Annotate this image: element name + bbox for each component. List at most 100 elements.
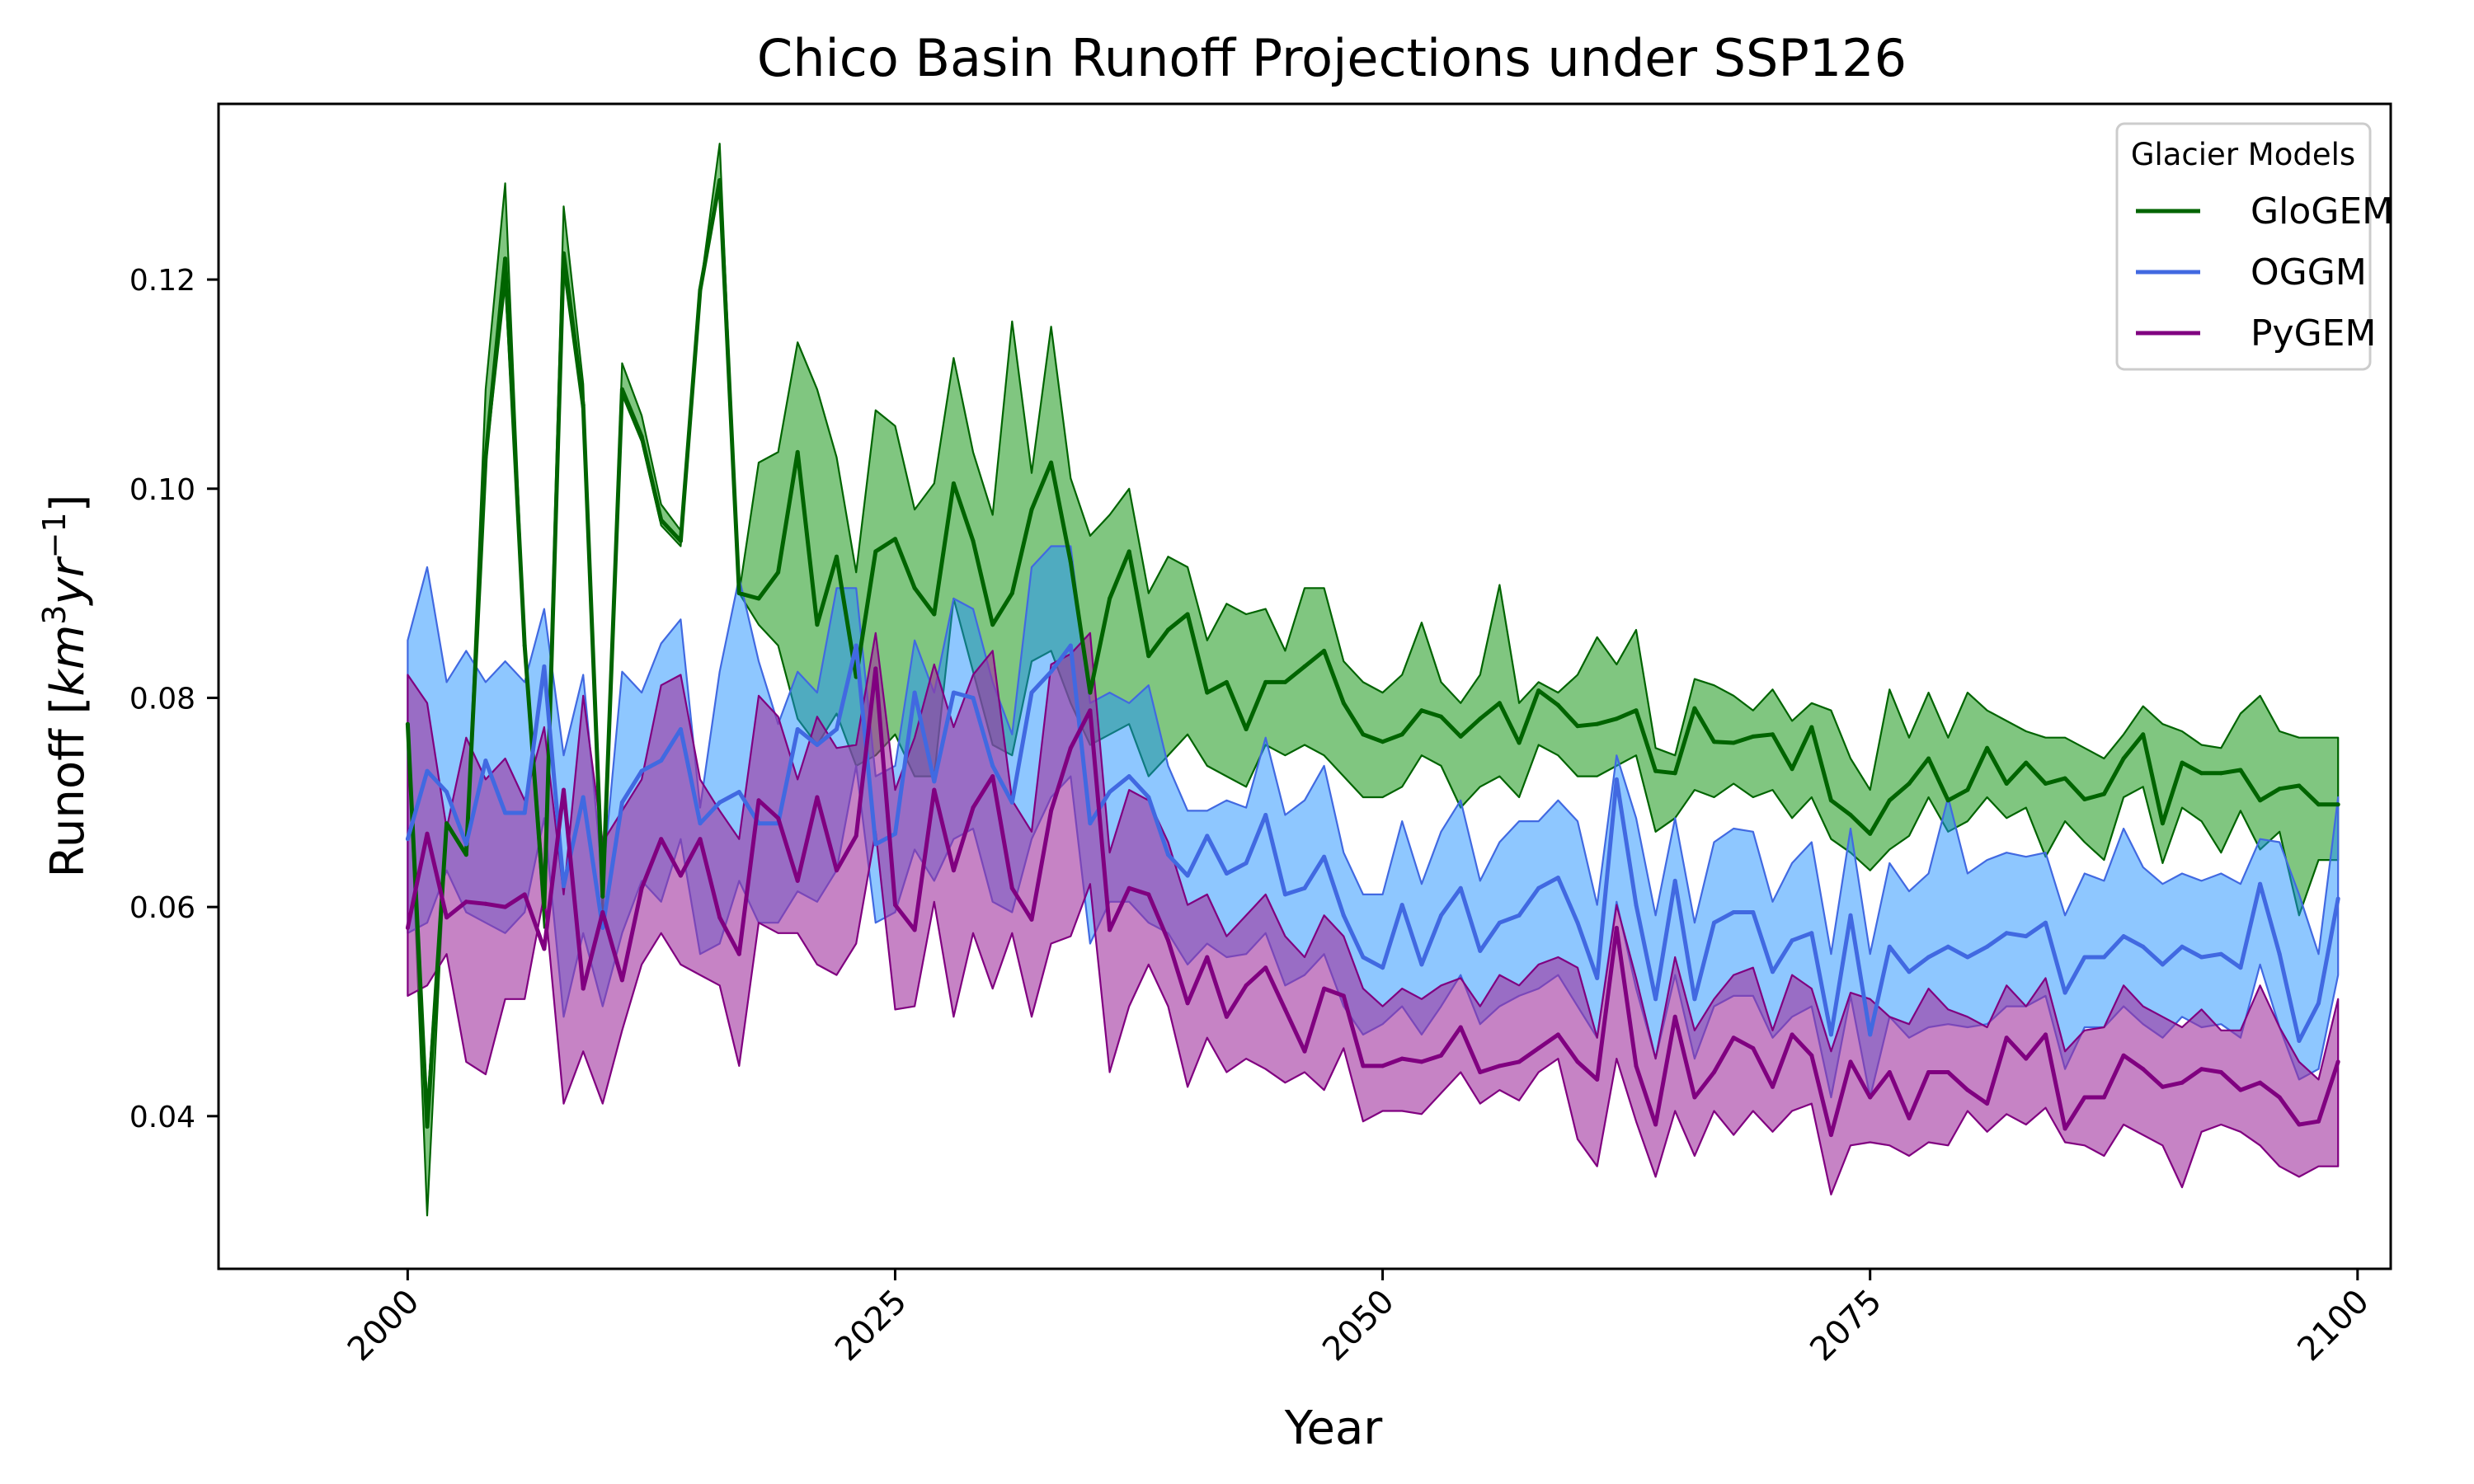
pygem-point-2043 [1244, 983, 1249, 988]
pygem-point-2075 [1868, 1095, 1873, 1100]
pygem-point-2087 [2101, 1095, 2106, 1100]
oggm-point-2034 [1068, 643, 1073, 648]
oggm-point-2029 [971, 696, 976, 700]
oggm-point-2094 [2238, 965, 2243, 970]
x-axis-label: Year [1284, 1402, 1384, 1455]
y-axis-label-km: km [41, 625, 95, 697]
glogem-point-2017 [736, 591, 741, 596]
legend-item-oggm: OGGM [2136, 251, 2367, 294]
pygem-point-2048 [1341, 993, 1346, 998]
glogem-point-2066 [1692, 706, 1697, 711]
oggm-point-2020 [795, 727, 800, 731]
pygem-point-2074 [1848, 1059, 1853, 1064]
pygem-point-2081 [1985, 1101, 1990, 1106]
glogem-point-2081 [1985, 745, 1990, 750]
glogem-point-2073 [1828, 798, 1833, 803]
legend-label-oggm: OGGM [2251, 251, 2367, 294]
glogem-point-2063 [1634, 708, 1639, 713]
y-axis-label-suffix: ] [41, 494, 95, 512]
oggm-point-2008 [562, 884, 566, 889]
glogem-point-2075 [1868, 831, 1873, 836]
oggm-point-2039 [1166, 852, 1170, 857]
oggm-point-2021 [815, 743, 820, 747]
pygem-point-2062 [1614, 926, 1619, 930]
oggm-point-2032 [1029, 690, 1034, 695]
glogem-point-2004 [483, 455, 488, 460]
oggm-point-2085 [2062, 990, 2067, 995]
pygem-point-2018 [756, 798, 761, 803]
pygem-point-2091 [2180, 1080, 2185, 1085]
oggm-point-2004 [483, 758, 488, 763]
oggm-point-2050 [1380, 965, 1385, 970]
oggm-point-2051 [1399, 903, 1404, 908]
oggm-point-2036 [1108, 790, 1112, 795]
oggm-point-2012 [639, 768, 644, 773]
pygem-point-2006 [522, 892, 527, 897]
pygem-point-2096 [2277, 1095, 2282, 1100]
glogem-point-2086 [2082, 797, 2087, 801]
pygem-point-2039 [1166, 938, 1170, 943]
oggm-point-2006 [522, 810, 527, 815]
oggm-point-2079 [1945, 944, 1950, 949]
pygem-point-2005 [503, 904, 508, 909]
pygem-point-2016 [717, 915, 722, 920]
glogem-point-2099 [2335, 802, 2340, 807]
pygem-point-2057 [1517, 1059, 1522, 1064]
pygem-point-2042 [1224, 1014, 1229, 1019]
oggm-point-2088 [2121, 934, 2126, 939]
oggm-point-2037 [1126, 774, 1131, 779]
y-tick-label: 0.10 [129, 473, 195, 507]
oggm-point-2053 [1439, 913, 1443, 918]
oggm-point-2042 [1224, 871, 1229, 876]
glogem-point-2094 [2238, 768, 2243, 773]
pygem-point-2073 [1828, 1133, 1833, 1138]
pygem-point-2003 [463, 899, 468, 904]
pygem-point-2028 [951, 868, 956, 873]
pygem-point-2061 [1595, 1077, 1600, 1082]
oggm-point-2001 [425, 768, 430, 773]
glogem-point-2050 [1380, 740, 1385, 744]
glogem-point-2046 [1302, 664, 1307, 669]
pygem-point-2019 [776, 815, 781, 820]
oggm-point-2090 [2160, 962, 2165, 967]
glogem-point-2010 [600, 894, 605, 899]
glogem-line [405, 178, 2339, 1129]
glogem-point-2072 [1809, 725, 1814, 730]
legend-label-glogem: GloGEM [2251, 190, 2393, 232]
glogem-point-2016 [717, 178, 722, 183]
pygem-point-2037 [1126, 885, 1131, 890]
oggm-point-2089 [2141, 944, 2146, 949]
glogem-point-2091 [2180, 760, 2185, 765]
glogem-point-2089 [2141, 732, 2146, 737]
pygem-point-2088 [2121, 1053, 2126, 1058]
pygem-point-2089 [2141, 1067, 2146, 1072]
glogem-point-2054 [1458, 734, 1463, 739]
glogem-point-2084 [2044, 782, 2048, 786]
pygem-point-2055 [1478, 1070, 1483, 1074]
glogem-point-2087 [2101, 791, 2106, 796]
y-axis-label-exp1: 3 [36, 605, 73, 625]
pygem-point-2092 [2199, 1067, 2204, 1072]
oggm-point-2065 [1672, 878, 1677, 883]
glogem-point-2058 [1536, 688, 1541, 693]
oggm-point-2093 [2218, 951, 2223, 956]
legend-item-pygem: PyGEM [2136, 312, 2376, 355]
oggm-point-2052 [1419, 962, 1424, 967]
oggm-point-2016 [717, 800, 722, 805]
oggm-point-2066 [1692, 997, 1697, 1002]
glogem-point-2015 [698, 288, 703, 293]
pygem-point-2007 [542, 946, 547, 951]
oggm-point-2068 [1731, 910, 1736, 914]
oggm-point-2010 [600, 926, 605, 930]
pygem-point-2065 [1672, 1014, 1677, 1019]
plot-frame [217, 102, 2392, 1270]
oggm-line [405, 643, 2340, 1043]
oggm-point-2075 [1868, 1032, 1873, 1037]
pygem-point-2079 [1945, 1070, 1950, 1074]
glogem-point-2060 [1575, 724, 1580, 729]
pygem-point-2011 [619, 978, 624, 983]
oggm-point-2011 [619, 800, 624, 805]
glogem-point-2042 [1224, 679, 1229, 684]
glogem-point-2074 [1848, 813, 1853, 817]
oggm-point-2069 [1751, 910, 1756, 914]
